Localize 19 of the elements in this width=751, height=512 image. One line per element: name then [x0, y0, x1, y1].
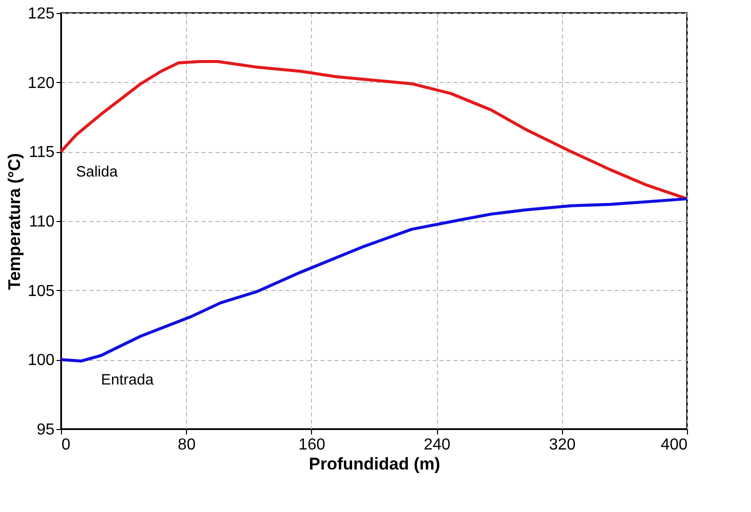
y-tick-label: 105	[28, 282, 55, 300]
x-tick-label: 240	[424, 436, 451, 454]
series-label: Entrada	[101, 372, 154, 389]
y-tick-label: 115	[28, 144, 55, 162]
x-axis-title: Profundidad (m)	[308, 454, 440, 474]
y-axis-title: Temperatura (°C)	[4, 153, 24, 290]
x-tick-label: 320	[548, 436, 576, 454]
line-series	[60, 197, 688, 363]
y-tick-label: 100	[28, 352, 55, 370]
x-tick-label: 400	[660, 436, 688, 454]
line-series	[60, 60, 688, 200]
x-tick-label: 80	[178, 436, 196, 454]
y-tick-label: 95	[36, 422, 55, 438]
y-tick-label: 120	[28, 74, 55, 92]
y-tick-label: 110	[28, 214, 55, 230]
y-tick-label: 125	[28, 6, 55, 22]
series-label: Salida	[76, 164, 118, 181]
x-tick-label: 160	[298, 436, 326, 454]
x-tick-label: 0	[62, 436, 70, 454]
